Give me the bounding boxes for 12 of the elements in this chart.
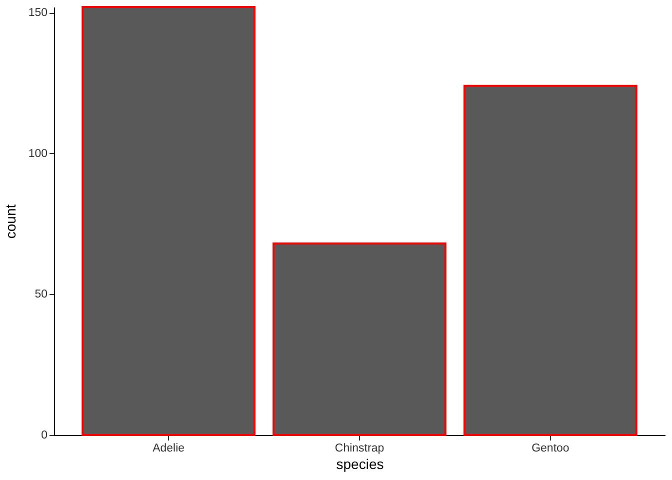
y-tick-label: 50 [34, 288, 48, 301]
x-tick-label: Chinstrap [334, 442, 384, 454]
y-tick-label: 0 [41, 430, 48, 442]
y-tick-label: 150 [28, 7, 48, 20]
bar [272, 242, 446, 436]
y-axis-title: count [2, 204, 18, 239]
x-axis-title: species [336, 456, 384, 472]
x-tick-label: Gentoo [532, 442, 570, 454]
bar [464, 84, 638, 436]
y-tick-label: 100 [28, 148, 48, 160]
bar [82, 6, 256, 436]
x-tick-label: Adelie [152, 442, 185, 454]
